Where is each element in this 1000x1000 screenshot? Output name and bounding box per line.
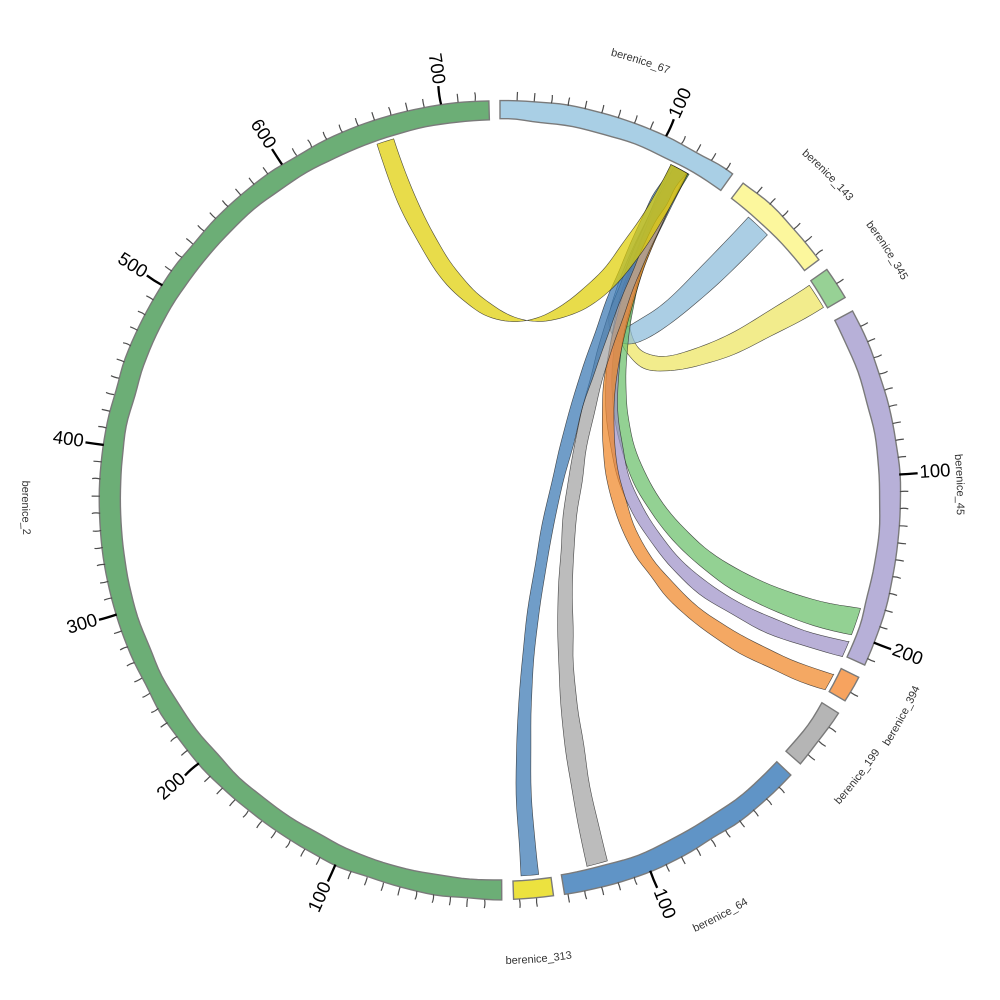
svg-text:berenice_45: berenice_45 <box>952 454 966 516</box>
svg-text:400: 400 <box>52 426 85 451</box>
svg-text:700: 700 <box>425 52 450 86</box>
svg-text:100: 100 <box>919 459 951 482</box>
svg-text:berenice_2: berenice_2 <box>19 480 32 535</box>
